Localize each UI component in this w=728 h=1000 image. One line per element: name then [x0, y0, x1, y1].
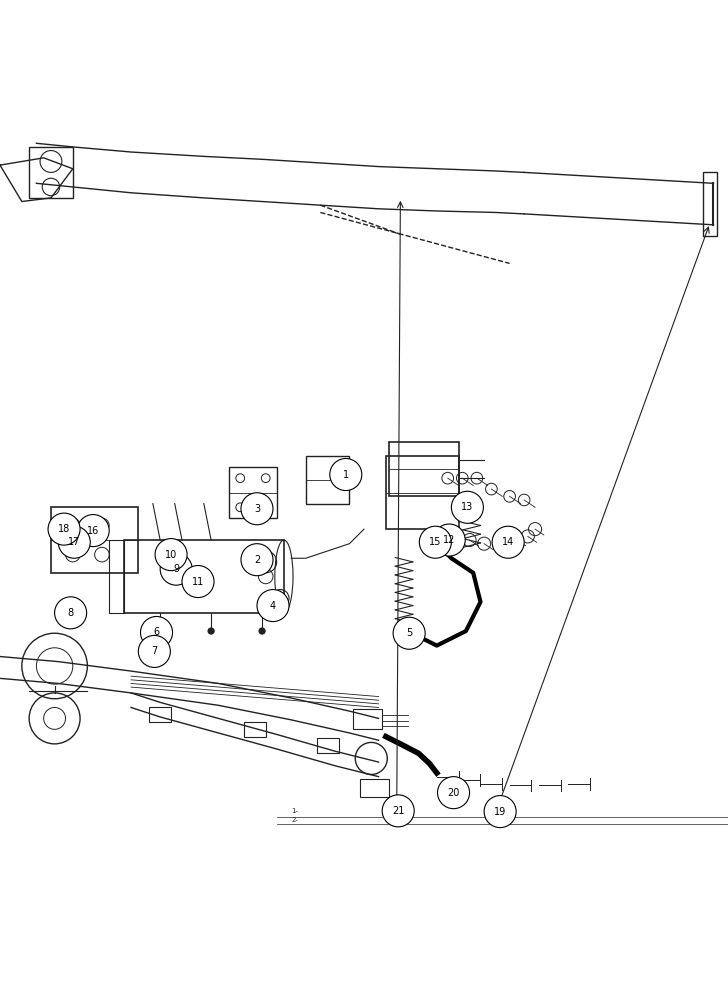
Text: 9: 9 — [173, 564, 179, 574]
Text: 11: 11 — [192, 577, 204, 587]
Circle shape — [141, 616, 173, 649]
Circle shape — [155, 539, 187, 571]
Bar — [124, 540, 284, 613]
Circle shape — [241, 544, 273, 576]
Bar — [229, 467, 277, 518]
Text: 5: 5 — [406, 628, 412, 638]
Text: 19: 19 — [494, 807, 506, 817]
Text: 8: 8 — [68, 608, 74, 618]
Circle shape — [382, 795, 414, 827]
Circle shape — [48, 513, 80, 545]
Text: 7: 7 — [151, 646, 157, 656]
Circle shape — [77, 515, 109, 547]
Circle shape — [433, 524, 465, 556]
Circle shape — [138, 635, 170, 667]
Text: 14: 14 — [502, 537, 514, 547]
Text: 15: 15 — [430, 537, 441, 547]
Text: 21: 21 — [392, 806, 404, 816]
Circle shape — [207, 627, 215, 635]
Bar — [360, 779, 389, 797]
Bar — [51, 507, 138, 573]
Circle shape — [330, 459, 362, 491]
Text: 3: 3 — [254, 504, 260, 514]
Bar — [306, 456, 349, 504]
Text: 1-: 1- — [291, 808, 298, 814]
Bar — [317, 738, 339, 753]
Text: 12: 12 — [443, 535, 455, 545]
Circle shape — [160, 553, 192, 585]
Bar — [703, 172, 717, 236]
Bar — [386, 456, 459, 529]
Circle shape — [58, 526, 90, 558]
Circle shape — [492, 526, 524, 558]
Text: 2-: 2- — [291, 817, 298, 823]
Bar — [29, 147, 73, 198]
Text: 18: 18 — [58, 524, 70, 534]
Bar — [149, 707, 171, 722]
Circle shape — [451, 491, 483, 523]
Circle shape — [55, 597, 87, 629]
Circle shape — [182, 566, 214, 598]
Text: 20: 20 — [448, 788, 459, 798]
Text: 13: 13 — [462, 502, 473, 512]
Text: 16: 16 — [87, 526, 99, 536]
Circle shape — [393, 617, 425, 649]
Circle shape — [419, 526, 451, 558]
Circle shape — [257, 590, 289, 622]
Text: 10: 10 — [165, 550, 177, 560]
Text: 17: 17 — [68, 537, 80, 547]
Text: 4: 4 — [270, 601, 276, 611]
Text: 1: 1 — [343, 470, 349, 480]
Bar — [389, 442, 459, 496]
Circle shape — [484, 796, 516, 828]
Text: 2: 2 — [254, 555, 260, 565]
Text: 6: 6 — [154, 627, 159, 637]
Circle shape — [157, 627, 164, 635]
Bar — [353, 709, 382, 729]
Bar — [109, 540, 124, 613]
Circle shape — [438, 777, 470, 809]
Circle shape — [241, 493, 273, 525]
Bar — [244, 722, 266, 737]
Circle shape — [258, 627, 266, 635]
